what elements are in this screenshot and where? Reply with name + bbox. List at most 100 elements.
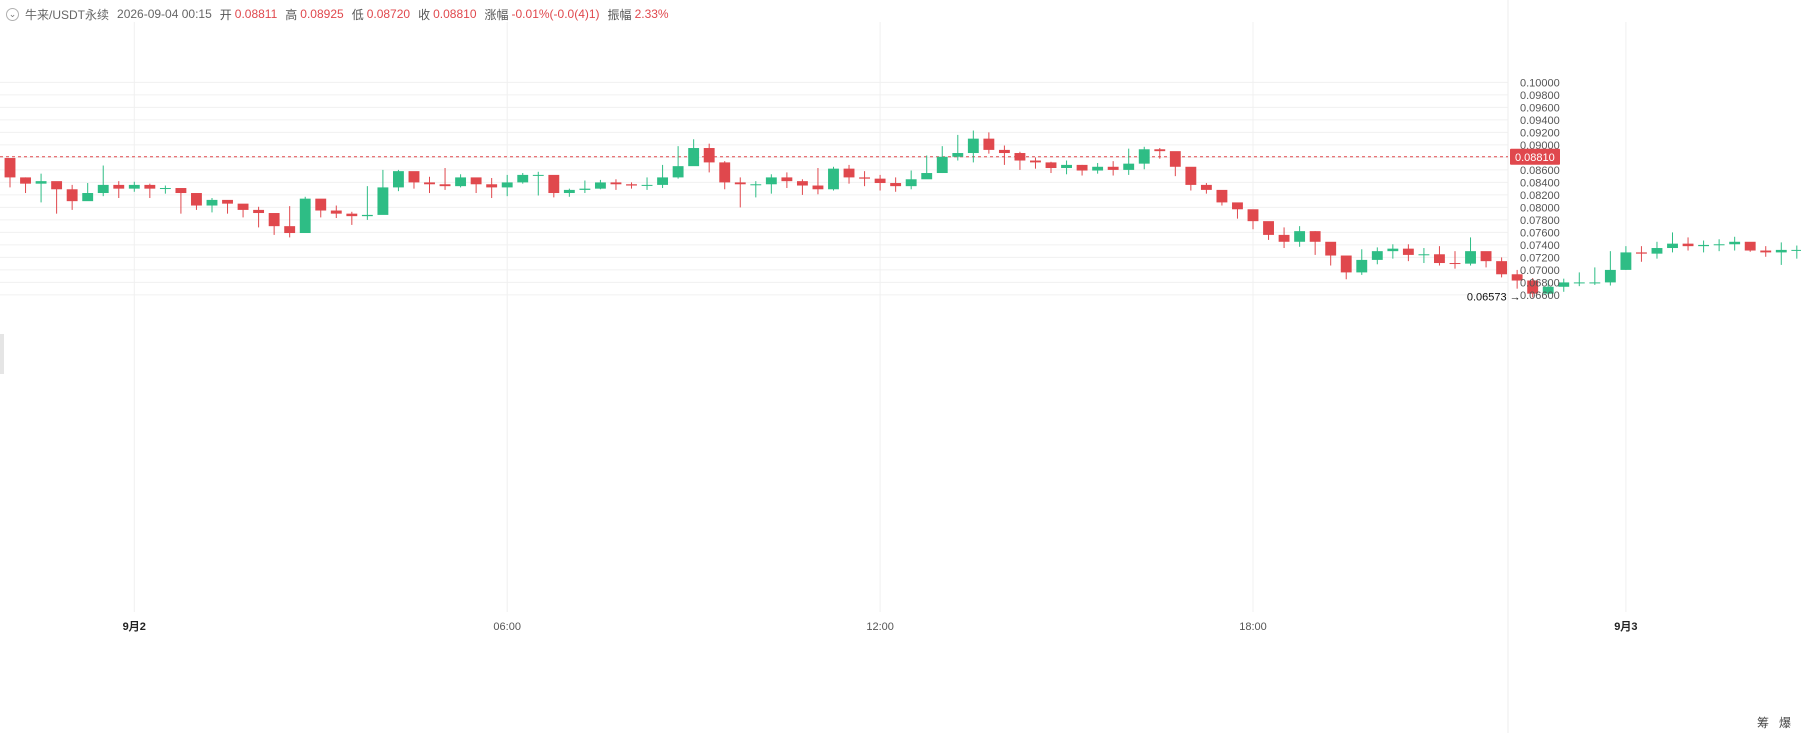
candle: [455, 174, 467, 188]
candle: [1496, 257, 1508, 278]
candle: [1698, 240, 1710, 253]
candle: [579, 180, 591, 194]
left-resize-handle[interactable]: [0, 334, 4, 374]
candle-body: [1449, 263, 1461, 265]
candle: [1434, 246, 1445, 266]
candle-body: [1465, 251, 1476, 264]
collapse-toggle-icon[interactable]: ⌄: [6, 7, 19, 21]
candle-body: [159, 188, 171, 190]
y-tick-label: 0.06600: [1520, 290, 1560, 302]
candle-body: [626, 184, 637, 186]
candle: [1169, 151, 1181, 177]
candle: [594, 179, 606, 190]
candle-body: [1216, 189, 1228, 203]
candle-body: [253, 209, 265, 214]
candle-body: [1138, 149, 1150, 164]
symbol-name[interactable]: 牛来/USDT永续: [25, 7, 110, 22]
candle-body: [1076, 164, 1088, 171]
candle: [1791, 245, 1801, 259]
high-value: 0.08925: [300, 7, 344, 21]
candle-body: [1169, 151, 1181, 167]
candle: [1604, 251, 1616, 286]
candle: [1200, 183, 1212, 194]
candle-body: [532, 174, 544, 176]
candle-body: [781, 177, 793, 182]
candle-body: [1123, 163, 1135, 170]
candle-body: [1527, 280, 1539, 294]
candle: [1014, 151, 1026, 170]
candle: [1449, 251, 1461, 269]
candle: [1527, 278, 1539, 298]
candle-body: [486, 184, 498, 188]
candle: [35, 173, 47, 203]
candle: [175, 188, 187, 214]
candle: [1713, 239, 1725, 252]
candle-body: [191, 193, 202, 206]
candle-body: [66, 189, 78, 202]
liquidation-button[interactable]: 爆: [1778, 716, 1791, 730]
candle: [253, 206, 265, 228]
candle: [51, 181, 63, 214]
candle-body: [392, 171, 404, 188]
candle: [1325, 241, 1337, 266]
candle-body: [1309, 231, 1321, 242]
candle-body: [1030, 160, 1041, 163]
candle: [672, 146, 684, 179]
y-tick-label: 0.07800: [1520, 215, 1560, 227]
candle-body: [330, 210, 342, 214]
candle-body: [35, 181, 47, 184]
candle: [128, 181, 140, 192]
candle-body: [377, 187, 389, 215]
candle: [967, 130, 979, 163]
candle-body: [175, 188, 187, 194]
candle-body: [1185, 166, 1197, 185]
candle-body: [1667, 243, 1678, 249]
candle: [4, 158, 16, 188]
candle-body: [1480, 251, 1492, 262]
candle-body: [641, 184, 653, 186]
low-label: 低: [351, 7, 364, 22]
candle: [750, 181, 762, 198]
candle: [97, 165, 109, 197]
candle-body: [1154, 149, 1166, 152]
chip-distribution-button[interactable]: 筹: [1756, 716, 1769, 730]
candle: [315, 198, 327, 218]
candle: [1744, 241, 1756, 252]
candle: [517, 173, 529, 184]
ohlc-info-bar: ⌄ 牛来/USDT永续 2026-09-04 00:15 开 0.08811 高…: [6, 4, 677, 24]
x-tick-label: 12:00: [866, 621, 894, 633]
candle-body: [1061, 164, 1072, 169]
candle: [66, 184, 78, 210]
candle-body: [1371, 251, 1383, 260]
candle-body: [268, 213, 280, 227]
candle-body: [734, 182, 746, 185]
candle-body: [594, 182, 606, 189]
candle: [237, 203, 249, 218]
candle: [346, 211, 358, 225]
candle-body: [237, 203, 249, 210]
candle: [905, 170, 917, 190]
candle-body: [1356, 259, 1368, 273]
candle-body: [1247, 209, 1259, 222]
candle-body: [1278, 234, 1290, 242]
candle: [1030, 157, 1041, 169]
candle: [563, 188, 575, 197]
candle: [377, 169, 389, 215]
candle-body: [1775, 249, 1787, 253]
candle: [1760, 246, 1772, 257]
candle: [1092, 163, 1104, 174]
candle: [1076, 164, 1088, 176]
candle: [82, 183, 94, 202]
candle-body: [315, 198, 327, 211]
candle-body: [1418, 254, 1430, 256]
candle-body: [874, 178, 886, 184]
candle: [1402, 244, 1414, 262]
y-tick-label: 0.07400: [1520, 240, 1560, 252]
candle: [470, 177, 482, 194]
candle: [392, 169, 404, 192]
candle-body: [361, 214, 373, 217]
candle-body: [1294, 231, 1306, 242]
candle-body: [859, 177, 871, 179]
candle: [1123, 148, 1135, 175]
